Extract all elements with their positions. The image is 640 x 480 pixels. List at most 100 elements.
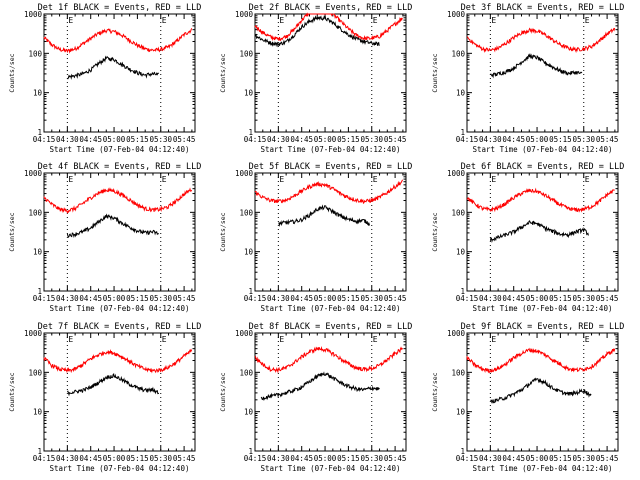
panel-det-2f: Det 2f BLACK = Events, RED = LLD 1 10 100 10… <box>219 3 412 154</box>
event-marker-label: E <box>373 175 378 184</box>
panel-det-6f: Det 6f BLACK = Events, RED = LLD 1 10 100 10… <box>431 162 624 313</box>
panel-title: Det 4f BLACK = Events, RED = LLD <box>38 162 202 172</box>
panel-title: Det 2f BLACK = Events, RED = LLD <box>249 3 413 13</box>
y-tick-label: 10 <box>33 89 43 98</box>
x-tick-label: 05:15 <box>549 135 572 144</box>
series-lld-line <box>43 348 193 374</box>
y-axis-label: Counts/sec <box>8 53 16 92</box>
series-events-line <box>278 204 370 227</box>
x-tick-label: 05:30 <box>572 294 595 303</box>
y-tick-label: 1 <box>37 287 42 296</box>
y-tick-label: 1000 <box>235 10 254 19</box>
panel-det-1f: Det 1f BLACK = Events, RED = LLD 1 10 100 10… <box>8 3 201 154</box>
event-marker-label: E <box>162 16 167 25</box>
event-marker-label: E <box>491 16 496 25</box>
y-axis-label: Counts/sec <box>431 53 439 92</box>
y-tick-label: 1 <box>460 287 465 296</box>
x-tick-label: 05:30 <box>360 454 383 463</box>
x-axis-label: Start Time (07-Feb-04 04:12:40) <box>50 304 190 313</box>
series-events-line <box>66 372 160 397</box>
y-tick-label: 1 <box>248 287 253 296</box>
event-marker-label: E <box>279 335 284 344</box>
x-tick-label: 05:45 <box>384 294 407 303</box>
y-axis-label: Counts/sec <box>219 53 227 92</box>
y-tick-label: 100 <box>451 49 465 58</box>
x-tick-label: 04:45 <box>502 454 525 463</box>
x-tick-label: 05:15 <box>337 454 360 463</box>
y-tick-label: 1 <box>248 128 253 137</box>
y-tick-label: 10 <box>456 408 466 417</box>
panel-title: Det 9f BLACK = Events, RED = LLD <box>461 322 625 332</box>
x-tick-label: 05:45 <box>596 454 619 463</box>
x-tick-label: 04:15 <box>33 454 56 463</box>
x-tick-label: 05:30 <box>360 294 383 303</box>
x-tick-label: 04:45 <box>290 454 313 463</box>
x-tick-label: 04:15 <box>33 294 56 303</box>
x-axis-label: Start Time (07-Feb-04 04:12:40) <box>261 464 401 473</box>
x-tick-label: 04:45 <box>502 294 525 303</box>
x-tick-label: 04:45 <box>502 135 525 144</box>
y-tick-label: 10 <box>244 248 254 257</box>
event-marker-label: E <box>491 335 496 344</box>
x-tick-label: 04:30 <box>56 294 79 303</box>
x-tick-label: 05:45 <box>384 135 407 144</box>
y-axis-label: Counts/sec <box>219 372 227 411</box>
panel-title: Det 5f BLACK = Events, RED = LLD <box>249 162 413 172</box>
y-tick-label: 1 <box>460 128 465 137</box>
x-tick-label: 05:00 <box>103 454 126 463</box>
x-tick-label: 05:30 <box>360 135 383 144</box>
x-tick-label: 04:30 <box>267 454 290 463</box>
x-tick-label: 05:45 <box>384 454 407 463</box>
x-tick-label: 05:00 <box>314 135 337 144</box>
plot-frame <box>254 332 407 452</box>
y-tick-label: 1000 <box>24 329 43 338</box>
plot-frame <box>466 332 619 452</box>
y-tick-label: 10 <box>244 408 254 417</box>
panel-det-8f: Det 8f BLACK = Events, RED = LLD 1 10 100 10… <box>219 322 412 473</box>
series-lld-line <box>43 28 193 54</box>
series-events-line <box>66 213 159 239</box>
y-tick-label: 1 <box>37 128 42 137</box>
panel-det-3f: Det 3f BLACK = Events, RED = LLD 1 10 100 10… <box>431 3 624 154</box>
event-marker-label: E <box>491 175 496 184</box>
panel-title: Det 6f BLACK = Events, RED = LLD <box>461 162 625 172</box>
y-tick-label: 1000 <box>447 169 466 178</box>
x-tick-label: 04:30 <box>479 454 502 463</box>
event-marker-label: E <box>162 335 167 344</box>
x-tick-label: 04:30 <box>267 294 290 303</box>
x-tick-label: 04:15 <box>244 454 267 463</box>
x-tick-label: 05:45 <box>173 454 196 463</box>
series-events-line <box>489 220 589 244</box>
y-axis-label: Counts/sec <box>8 212 16 251</box>
y-tick-label: 1000 <box>24 10 43 19</box>
series-events-line <box>490 53 583 79</box>
event-marker-label: E <box>373 16 378 25</box>
x-tick-label: 04:15 <box>456 135 479 144</box>
x-tick-label: 04:30 <box>56 454 79 463</box>
y-axis-label: Counts/sec <box>219 212 227 251</box>
x-axis-label: Start Time (07-Feb-04 04:12:40) <box>50 145 190 154</box>
series-lld-line <box>254 12 403 42</box>
x-tick-label: 05:15 <box>549 454 572 463</box>
y-tick-label: 100 <box>451 208 465 217</box>
panel-title: Det 1f BLACK = Events, RED = LLD <box>38 3 202 13</box>
x-axis-label: Start Time (07-Feb-04 04:12:40) <box>50 464 190 473</box>
x-tick-label: 05:45 <box>173 294 196 303</box>
x-tick-label: 05:00 <box>526 294 549 303</box>
y-tick-label: 1 <box>37 447 42 456</box>
y-tick-label: 100 <box>28 368 42 377</box>
x-tick-label: 04:15 <box>244 294 267 303</box>
panel-det-4f: Det 4f BLACK = Events, RED = LLD 1 10 100 10… <box>8 162 201 313</box>
y-tick-label: 100 <box>239 208 253 217</box>
x-tick-label: 04:15 <box>456 294 479 303</box>
x-tick-label: 05:15 <box>126 454 149 463</box>
event-marker-label: E <box>279 16 284 25</box>
x-tick-label: 05:45 <box>596 135 619 144</box>
x-tick-label: 05:00 <box>103 294 126 303</box>
event-marker-label: E <box>373 335 378 344</box>
y-tick-label: 1000 <box>24 169 43 178</box>
x-tick-label: 04:15 <box>456 454 479 463</box>
x-tick-label: 05:15 <box>337 294 360 303</box>
x-tick-label: 04:45 <box>290 135 313 144</box>
